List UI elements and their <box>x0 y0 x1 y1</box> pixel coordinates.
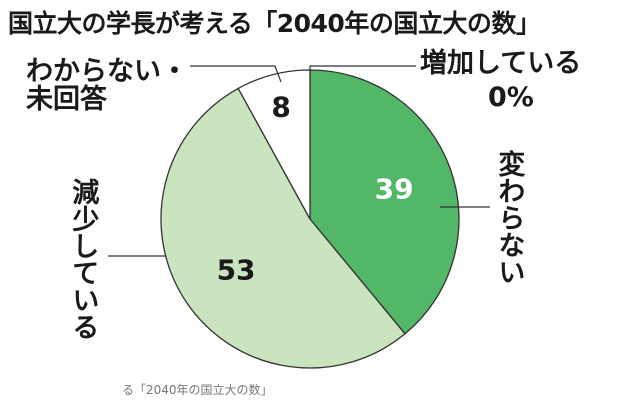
label-same: 変わらない <box>493 150 525 285</box>
label-increase-value: 0% <box>488 82 534 113</box>
label-decrease: 減少している <box>67 178 99 340</box>
pie-slice-1 <box>309 69 460 335</box>
chart-title: 国立大の学長が考える「2040年の国立大の数」 <box>8 9 541 38</box>
pie-slice-2 <box>160 87 406 369</box>
slice-value-label-2: 53 <box>217 253 256 286</box>
label-unknown-1: わからない・ <box>26 56 188 87</box>
leader-line-unknown <box>190 65 282 83</box>
slice-value-label-1: 39 <box>375 173 414 206</box>
leader-line-increase <box>309 65 416 70</box>
pie-slice-3 <box>237 69 311 220</box>
slice-value-label-3: 8 <box>271 90 290 123</box>
label-increase: 増加している <box>420 48 582 79</box>
caption: る「2040年の国立大の数」 <box>122 383 273 397</box>
label-unknown-2: 未回答 <box>26 84 107 115</box>
